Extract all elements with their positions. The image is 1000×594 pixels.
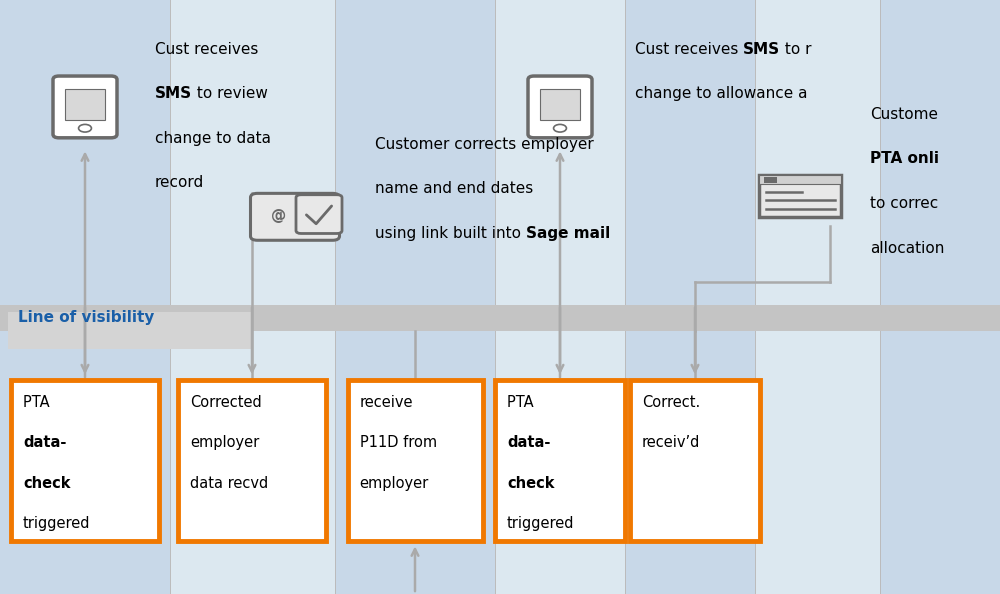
Text: to review: to review (192, 86, 268, 101)
Text: data recvd: data recvd (190, 476, 268, 491)
Bar (335, 0, 495, 594)
Bar (0, 305, 1000, 331)
FancyBboxPatch shape (495, 380, 625, 541)
FancyBboxPatch shape (8, 312, 253, 349)
Text: SMS: SMS (155, 86, 192, 101)
Text: PTA: PTA (23, 395, 54, 410)
Text: using link built into: using link built into (375, 226, 526, 241)
Text: PTA: PTA (507, 395, 538, 410)
Text: Customer corrects employer: Customer corrects employer (375, 137, 594, 151)
Bar (170, 0, 335, 594)
Text: P11D from: P11D from (360, 435, 437, 450)
Text: allocation: allocation (870, 241, 944, 255)
Circle shape (554, 124, 566, 132)
Text: Correct.: Correct. (642, 395, 700, 410)
FancyBboxPatch shape (11, 380, 159, 541)
Text: check: check (23, 476, 71, 491)
FancyBboxPatch shape (178, 380, 326, 541)
Text: PTA onli: PTA onli (870, 151, 939, 166)
Bar (755, 0, 880, 594)
Text: data-: data- (23, 435, 66, 450)
FancyBboxPatch shape (296, 195, 342, 233)
Text: @: @ (271, 208, 286, 223)
Text: check: check (507, 476, 554, 491)
Text: employer: employer (360, 476, 429, 491)
FancyBboxPatch shape (630, 380, 760, 541)
FancyBboxPatch shape (759, 175, 841, 217)
Text: receiv’d: receiv’d (642, 435, 700, 450)
Bar (540, 90, 580, 120)
Bar (764, 177, 777, 182)
Text: Line of visibility: Line of visibility (18, 310, 154, 326)
Text: Corrected: Corrected (190, 395, 262, 410)
Bar (880, 0, 1000, 594)
Text: to r: to r (780, 42, 812, 56)
Text: change to allowance a: change to allowance a (635, 86, 808, 101)
Text: record: record (155, 175, 204, 190)
Bar (0, 0, 170, 594)
Bar (625, 0, 755, 594)
FancyBboxPatch shape (250, 194, 340, 240)
Text: change to data: change to data (155, 131, 271, 146)
Text: triggered: triggered (23, 516, 91, 531)
Text: Cust receives: Cust receives (155, 42, 258, 56)
Bar (495, 0, 625, 594)
Text: employer: employer (190, 435, 259, 450)
Circle shape (79, 124, 91, 132)
FancyBboxPatch shape (53, 76, 117, 138)
Text: Cust receives: Cust receives (635, 42, 743, 56)
Text: to correc: to correc (870, 196, 938, 211)
Text: data-: data- (507, 435, 550, 450)
Text: name and end dates: name and end dates (375, 181, 533, 196)
FancyBboxPatch shape (528, 76, 592, 138)
Text: triggered: triggered (507, 516, 574, 531)
Text: Custome: Custome (870, 107, 938, 122)
Text: Sage mail: Sage mail (526, 226, 610, 241)
Text: SMS: SMS (743, 42, 780, 56)
Bar (65, 90, 105, 120)
Text: receive: receive (360, 395, 413, 410)
Bar (759, 175, 841, 184)
FancyBboxPatch shape (348, 380, 482, 541)
